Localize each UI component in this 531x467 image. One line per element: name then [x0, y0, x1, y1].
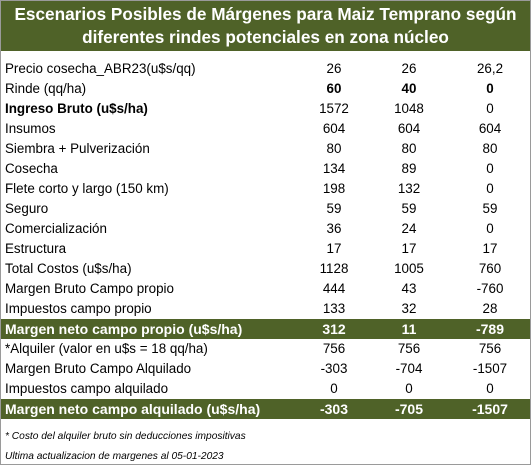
value-60qq: 80: [326, 141, 342, 156]
value-40qq: -704: [395, 361, 423, 376]
row-siembra: Siembra + Pulverización 80 80 80: [1, 139, 530, 159]
value-0qq: 604: [478, 121, 502, 136]
value-60qq: 36: [326, 221, 342, 236]
footnote-alquiler: * Costo del alquiler bruto sin deduccion…: [5, 431, 246, 442]
value-0qq: 756: [478, 341, 502, 356]
row-flete: Flete corto y largo (150 km) 198 132 0: [1, 179, 530, 199]
value-40qq: 24: [401, 221, 417, 236]
row-insumos: Insumos 604 604 604: [1, 119, 530, 139]
value-0qq: 26,2: [476, 61, 504, 76]
row-label: Ingreso Bruto (u$s/ha): [5, 101, 148, 116]
row-precio-cosecha: Precio cosecha_ABR23(u$s/qq) 26 26 26,2: [1, 59, 530, 79]
value-60qq: -303: [319, 401, 349, 417]
value-40qq: 32: [401, 301, 417, 316]
row-margen-neto-alquilado: Margen neto campo alquilado (u$s/ha) -30…: [1, 399, 530, 419]
value-0qq: 0: [486, 181, 494, 196]
value-60qq: 134: [322, 161, 346, 176]
row-margen-bruto-propio: Margen Bruto Campo propio 444 43 -760: [1, 279, 530, 299]
row-label: Precio cosecha_ABR23(u$s/qq): [5, 61, 196, 76]
sheet-title: Escenarios Posibles de Márgenes para Mai…: [1, 1, 530, 51]
value-60qq: 17: [326, 241, 342, 256]
row-label: Impuestos campo propio: [5, 301, 152, 316]
value-60qq: 133: [322, 301, 346, 316]
row-label: Impuestos campo alquilado: [5, 381, 169, 396]
value-0qq: 17: [482, 241, 498, 256]
value-40qq: 11: [401, 321, 417, 337]
value-40qq: 43: [401, 281, 417, 296]
value-0qq: 0: [486, 221, 494, 236]
value-60qq: 0: [330, 381, 338, 396]
footnote-updated: Ultima actualizacion de margenes al 05-0…: [5, 451, 224, 462]
title-line-2: diferentes rindes potenciales en zona nú…: [82, 27, 449, 47]
row-margen-bruto-alquilado: Margen Bruto Campo Alquilado -303 -704 -…: [1, 359, 530, 379]
value-60qq: 444: [322, 281, 346, 296]
row-comercializacion: Comercialización 36 24 0: [1, 219, 530, 239]
value-0qq: 0: [486, 81, 494, 96]
row-cosecha: Cosecha 134 89 0: [1, 159, 530, 179]
value-60qq: 60: [326, 81, 342, 96]
row-label: *Alquiler (valor en u$s = 18 qq/ha): [5, 341, 208, 356]
row-label: Margen neto campo propio (u$s/ha): [5, 321, 243, 337]
row-impuestos-alquilado: Impuestos campo alquilado 0 0 0: [1, 379, 530, 399]
value-40qq: -705: [394, 401, 424, 417]
value-40qq: 80: [401, 141, 417, 156]
value-60qq: -303: [320, 361, 348, 376]
row-label: Flete corto y largo (150 km): [5, 181, 169, 196]
value-60qq: 59: [326, 201, 342, 216]
row-label: Estructura: [5, 241, 67, 256]
value-60qq: 756: [322, 341, 346, 356]
value-60qq: 1128: [319, 261, 349, 276]
value-0qq: -1507: [472, 401, 508, 417]
value-0qq: 0: [486, 381, 494, 396]
value-0qq: 59: [482, 201, 498, 216]
row-impuestos-propio: Impuestos campo propio 133 32 28: [1, 299, 530, 319]
value-0qq: -760: [476, 281, 504, 296]
row-label: Comercialización: [5, 221, 107, 236]
row-label: Margen Bruto Campo Alquilado: [5, 361, 192, 376]
footnotes: * Costo del alquiler bruto sin deduccion…: [5, 427, 246, 467]
row-rinde: Rinde (qq/ha) 60 40 0: [1, 79, 530, 99]
row-label: Margen Bruto Campo propio: [5, 281, 174, 296]
row-total-costos: Total Costos (u$s/ha) 1128 1005 760: [1, 259, 530, 279]
value-40qq: 756: [397, 341, 421, 356]
value-0qq: -1507: [472, 361, 508, 376]
value-0qq: 0: [486, 161, 494, 176]
value-40qq: 1005: [394, 261, 424, 276]
value-40qq: 0: [405, 381, 413, 396]
row-label: Siembra + Pulverización: [5, 141, 150, 156]
row-label: Insumos: [5, 121, 56, 136]
row-label: Total Costos (u$s/ha): [5, 261, 132, 276]
row-margen-neto-propio: Margen neto campo propio (u$s/ha) 312 11…: [1, 319, 530, 339]
row-estructura: Estructura 17 17 17: [1, 239, 530, 259]
title-line-1: Escenarios Posibles de Márgenes para Mai…: [14, 4, 517, 24]
value-0qq: -789: [475, 321, 505, 337]
margins-table: Precio cosecha_ABR23(u$s/qq) 26 26 26,2 …: [1, 59, 530, 419]
value-60qq: 604: [322, 121, 346, 136]
row-label: Seguro: [5, 201, 49, 216]
row-ingreso-bruto: Ingreso Bruto (u$s/ha) 1572 1048 0: [1, 99, 530, 119]
value-40qq: 40: [401, 81, 417, 96]
row-alquiler: *Alquiler (valor en u$s = 18 qq/ha) 756 …: [1, 339, 530, 359]
value-0qq: 28: [482, 301, 498, 316]
value-40qq: 89: [401, 161, 417, 176]
value-60qq: 1572: [319, 101, 349, 116]
value-0qq: 760: [478, 261, 502, 276]
value-60qq: 312: [322, 321, 346, 337]
row-seguro: Seguro 59 59 59: [1, 199, 530, 219]
value-40qq: 59: [401, 201, 417, 216]
value-60qq: 26: [326, 61, 342, 76]
row-label: Cosecha: [5, 161, 58, 176]
value-40qq: 132: [397, 181, 421, 196]
value-0qq: 0: [486, 101, 494, 116]
value-40qq: 26: [401, 61, 417, 76]
row-label: Margen neto campo alquilado (u$s/ha): [5, 401, 261, 417]
value-40qq: 1048: [394, 101, 424, 116]
row-label: Rinde (qq/ha): [5, 81, 87, 96]
value-40qq: 604: [397, 121, 421, 136]
value-40qq: 17: [401, 241, 417, 256]
value-60qq: 198: [322, 181, 346, 196]
value-0qq: 80: [482, 141, 498, 156]
